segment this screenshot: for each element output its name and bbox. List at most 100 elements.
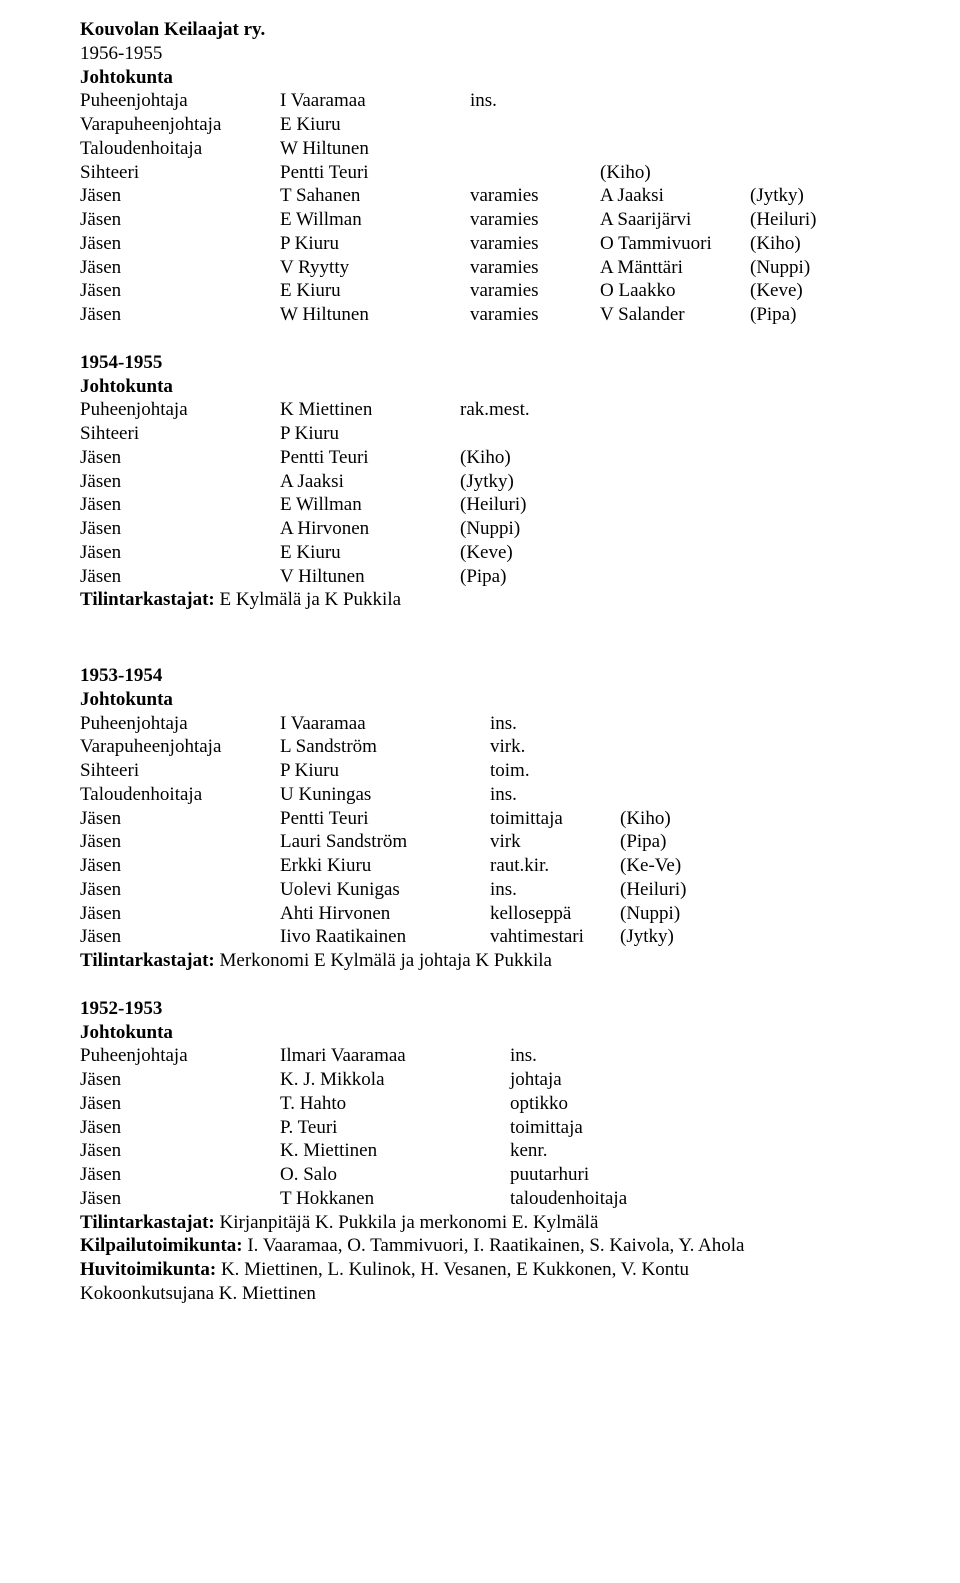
competition-committee-text: I. Vaaramaa, O. Tammivuori, I. Raatikain… [243,1235,745,1256]
table-row: JäsenPentti Teuri(Kiho) [80,446,880,470]
person-name: U Kuningas [280,783,490,807]
role: Jäsen [80,925,280,949]
person-name: V Ryytty [280,256,470,280]
table-row: JäsenP KiuruvaramiesO Tammivuori(Kiho) [80,232,880,256]
club-tag: (Pipa) [620,830,880,854]
board-label: Johtokunta [80,688,880,712]
role: Jäsen [80,1116,280,1140]
auditors-label: Tilintarkastajat: [80,1212,215,1233]
person-name: Erkki Kiuru [280,854,490,878]
role: Jäsen [80,541,280,565]
table-row: JäsenA Jaaksi(Jytky) [80,470,880,494]
section-1954-1955: 1954-1955 Johtokunta PuheenjohtajaK Miet… [80,351,880,612]
club-tag [620,712,880,736]
table-row: JäsenT SahanenvaramiesA Jaaksi(Jytky) [80,184,880,208]
profession: optikko [510,1092,880,1116]
person-name: E Willman [280,208,470,232]
col3: (Nuppi) [460,517,880,541]
col4 [600,89,880,113]
auditors-text: E Kylmälä ja K Pukkila [215,589,401,610]
role: Jäsen [80,1068,280,1092]
role: Jäsen [80,807,280,831]
profession: ins. [510,1044,880,1068]
role: Jäsen [80,232,280,256]
role: Jäsen [80,184,280,208]
club-tag [620,759,880,783]
person-name: W Hiltunen [280,137,470,161]
deputy-name: O Laakko [600,279,750,303]
role: Jäsen [80,446,280,470]
role: Varapuheenjohtaja [80,113,280,137]
person-name: E Kiuru [280,541,460,565]
col3: (Pipa) [460,565,880,589]
profession: virk. [490,735,620,759]
col3 [460,422,880,446]
person-name: T Sahanen [280,184,470,208]
club-tag: (Kiho) [620,807,880,831]
club-tag: (Kiho) [750,232,801,256]
table-row: JäsenUolevi Kunigasins.(Heiluri) [80,878,880,902]
deputy-name: A Mänttäri [600,256,750,280]
profession: toimittaja [490,807,620,831]
person-name: E Willman [280,493,460,517]
col3: (Jytky) [460,470,880,494]
table-row: JäsenAhti Hirvonenkelloseppä(Nuppi) [80,902,880,926]
person-name: T. Hahto [280,1092,510,1116]
person-name: K Miettinen [280,398,460,422]
table-row: JäsenPentti Teuritoimittaja(Kiho) [80,807,880,831]
role: Jäsen [80,1092,280,1116]
profession: toimittaja [510,1116,880,1140]
role: Puheenjohtaja [80,89,280,113]
deputy-label: varamies [470,279,600,303]
club-tag: (Nuppi) [620,902,880,926]
table-row: PuheenjohtajaIlmari Vaaramaains. [80,1044,880,1068]
role: Jäsen [80,902,280,926]
period-1956-1955: 1956-1955 [80,42,880,66]
role: Sihteeri [80,422,280,446]
person-name: P Kiuru [280,232,470,256]
role: Puheenjohtaja [80,1044,280,1068]
profession: ins. [490,783,620,807]
role: Jäsen [80,256,280,280]
role: Jäsen [80,565,280,589]
col3: (Kiho) [460,446,880,470]
table-row: PuheenjohtajaK Miettinenrak.mest. [80,398,880,422]
role: Jäsen [80,470,280,494]
convener-line: Kokoonkutsujana K. Miettinen [80,1282,880,1306]
club-tag: (Jytky) [620,925,880,949]
period-1952-1953: 1952-1953 [80,997,880,1021]
deputy-label: varamies [470,208,600,232]
auditors-text: Kirjanpitäjä K. Pukkila ja merkonomi E. … [215,1212,599,1233]
person-name: P Kiuru [280,422,460,446]
table-row: SihteeriP Kiuru [80,422,880,446]
table-row: TaloudenhoitajaW Hiltunen [80,137,880,161]
section-1956-1955: 1956-1955 Johtokunta PuheenjohtajaI Vaar… [80,42,880,327]
person-name: T Hokkanen [280,1187,510,1211]
role: Taloudenhoitaja [80,137,280,161]
role: Jäsen [80,1163,280,1187]
col3 [470,161,600,185]
period-1954-1955: 1954-1955 [80,351,880,375]
role: Jäsen [80,830,280,854]
person-name: L Sandström [280,735,490,759]
club-tag: (Ke-Ve) [620,854,880,878]
role: Jäsen [80,208,280,232]
role: Puheenjohtaja [80,712,280,736]
club-tag: (Nuppi) [750,256,810,280]
person-name: E Kiuru [280,279,470,303]
deputy-label: varamies [470,232,600,256]
deputy-label: varamies [470,303,600,327]
profession: ins. [490,712,620,736]
auditors-text: Merkonomi E Kylmälä ja johtaja K Pukkila [215,950,552,971]
person-name: O. Salo [280,1163,510,1187]
pleasure-committee-line: Huvitoimikunta: K. Miettinen, L. Kulinok… [80,1258,880,1282]
pleasure-committee-text: K. Miettinen, L. Kulinok, H. Vesanen, E … [216,1259,689,1280]
table-row: JäsenE Kiuru(Keve) [80,541,880,565]
deputy-name: V Salander [600,303,750,327]
table-row: JäsenW HiltunenvaramiesV Salander(Pipa) [80,303,880,327]
person-name: Ilmari Vaaramaa [280,1044,510,1068]
profession: kenr. [510,1139,880,1163]
profession: puutarhuri [510,1163,880,1187]
auditors-line: Tilintarkastajat: E Kylmälä ja K Pukkila [80,588,880,612]
profession: vahtimestari [490,925,620,949]
